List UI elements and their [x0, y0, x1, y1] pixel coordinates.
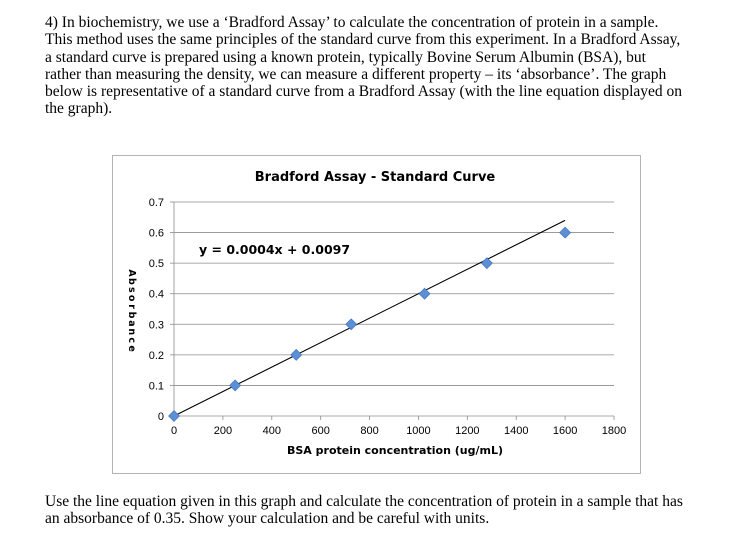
y-axis-label-letter: b	[126, 278, 137, 285]
data-point-marker	[559, 226, 572, 239]
question-paragraph: Use the line equation given in this grap…	[45, 493, 683, 528]
standard-curve-chart: 0 0.1 0.2 0.3 0.4 0.5 0.6 0.7 0 200 400 600 800 1000 1…	[126, 170, 626, 457]
y-axis-label-letter: o	[126, 295, 137, 302]
y-tick-label: 0.5	[149, 258, 164, 270]
x-tick-label: 1000	[406, 425, 430, 437]
y-tick-label: 0.7	[149, 197, 164, 209]
x-tick-label: 200	[214, 425, 232, 437]
trendline	[173, 219, 566, 417]
chart-container: 0 0.1 0.2 0.3 0.4 0.5 0.6 0.7 0 200 400 600 800 1000 1…	[112, 155, 641, 474]
data-point-marker	[345, 318, 358, 331]
intro-line: This method uses the same principles of …	[45, 31, 681, 49]
y-axis-label-letter: r	[126, 304, 137, 309]
question-line: an absorbance of 0.35. Show your calcula…	[45, 510, 490, 528]
chart-title: Bradford Assay - Standard Curve	[255, 170, 496, 185]
data-point-marker	[418, 287, 431, 300]
y-axis-label-letter: A	[126, 269, 137, 277]
data-point-marker	[480, 257, 493, 270]
question-line: Use the line equation given in this grap…	[45, 493, 683, 510]
y-tick-label: 0.2	[149, 350, 164, 362]
y-axis-label-letter: c	[126, 337, 137, 343]
x-tick-label: 1600	[553, 425, 577, 437]
y-axis-label-letter: b	[126, 312, 137, 319]
x-axis-label: BSA protein concentration (ug/mL)	[287, 444, 503, 457]
intro-line: 4) In biochemistry, we use a ‘Bradford A…	[45, 14, 659, 31]
x-tick-label: 1400	[504, 425, 528, 437]
intro-line: the graph).	[45, 100, 113, 118]
x-tick-label: 1800	[602, 425, 626, 437]
data-point-marker	[290, 348, 303, 361]
y-tick-label: 0	[158, 411, 164, 423]
y-axis-label-letter: e	[126, 345, 137, 351]
y-axis-label-letter: n	[126, 328, 137, 335]
x-tick-label: 600	[311, 425, 329, 437]
x-tick-label: 0	[171, 425, 177, 437]
data-point-marker	[229, 379, 242, 392]
x-tick-label: 1200	[455, 425, 479, 437]
x-tick-label: 400	[263, 425, 281, 437]
y-axis-label-letter: a	[126, 320, 137, 326]
x-tick-label: 800	[360, 425, 378, 437]
intro-line: a standard curve is prepared using a kno…	[45, 48, 646, 66]
y-axis-label-letter: s	[126, 287, 137, 293]
intro-line: below is representative of a standard cu…	[45, 83, 683, 101]
trendline-equation: y = 0.0004x + 0.0097	[199, 242, 350, 257]
y-tick-label: 0.6	[149, 228, 164, 240]
y-tick-label: 0.1	[149, 380, 164, 392]
intro-paragraph: 4) In biochemistry, we use a ‘Bradford A…	[45, 14, 682, 118]
intro-line: rather than measuring the density, we ca…	[45, 65, 667, 83]
data-point-marker	[168, 410, 180, 422]
y-tick-label: 0.4	[149, 289, 164, 301]
y-tick-label: 0.3	[149, 319, 164, 331]
